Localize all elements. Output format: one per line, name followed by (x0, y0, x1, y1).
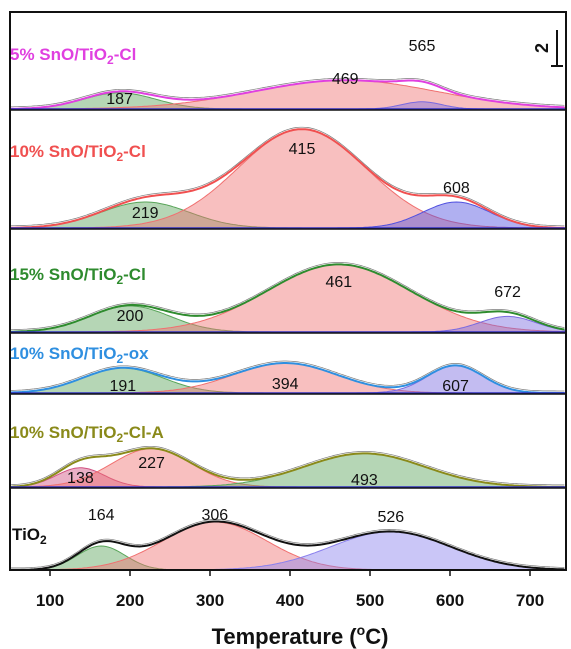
panel-2-peak-label-2: 415 (289, 141, 316, 158)
x-tick-label: 300 (196, 591, 224, 610)
x-tick-label: 700 (516, 591, 544, 610)
panel-4: 10% SnO/TiO2-ox 191 394 607 (9, 332, 566, 395)
x-tick-label: 200 (116, 591, 144, 610)
x-tick-label: 600 (436, 591, 464, 610)
panel-1: 5% SnO/TiO2-Cl 187 469 565 (9, 38, 568, 110)
panel-6-envelope (9, 520, 565, 571)
panel-4-peak-label-2: 394 (272, 376, 299, 393)
panel-6-trace (9, 519, 565, 569)
panel-3-trace (10, 262, 565, 331)
scale-bar: 2 (532, 30, 563, 67)
panel-4-trace (9, 360, 565, 392)
panel-3-peak-label-1: 200 (117, 308, 144, 325)
panel-2-peak-label-3: 608 (443, 180, 470, 197)
panel-4-envelope (9, 362, 565, 394)
panel-3-peak-label-2: 461 (325, 274, 352, 291)
panel-5-envelope (9, 447, 565, 488)
panel-2-trace (9, 126, 565, 227)
panel-1-peak-label-2: 469 (332, 71, 359, 88)
panel-6-peak-label-1: 164 (88, 507, 115, 524)
panel-6-sample-name: TiO2 (12, 525, 47, 547)
plot-border (9, 11, 567, 571)
plot-frame (9, 11, 567, 571)
panel-4-peak-label-3: 607 (442, 378, 469, 395)
x-tick-label: 500 (356, 591, 384, 610)
panel-2: 10% SnO/TiO2-Cl 219 415 608 (9, 109, 567, 229)
panel-4-sample-name: 10% SnO/TiO2-ox (10, 344, 149, 366)
panel-5-peak-label-1: 138 (67, 470, 94, 487)
scale-bar-label: 2 (532, 43, 552, 53)
panel-1-sample-name: 5% SnO/TiO2-Cl (10, 45, 136, 67)
panel-6: TiO2 164 306 526 (9, 487, 567, 571)
panel-5-trace (9, 445, 565, 486)
panel-3: 15% SnO/TiO2-Cl 200 461 672 (9, 228, 568, 333)
panel-1-envelope (10, 79, 565, 110)
x-tick-label: 400 (276, 591, 304, 610)
panel-5: 10% SnO/TiO2-Cl-A 138 227 493 (9, 393, 567, 489)
panel-5-peak-label-3: 493 (351, 472, 378, 489)
panel-1-peak-label-3: 565 (409, 38, 436, 55)
panel-2-peak-label-1: 219 (132, 205, 159, 222)
panel-6-peak-label-2: 306 (201, 507, 228, 524)
panel-5-peak-label-2: 227 (138, 455, 165, 472)
panel-2-sample-name: 10% SnO/TiO2-Cl (10, 142, 146, 164)
panel-1-trace (10, 77, 565, 108)
panel-4-peak-label-1: 191 (109, 378, 136, 395)
x-axis-title: Temperature (oC) (212, 622, 389, 649)
panel-5-sample-name: 10% SnO/TiO2-Cl-A (10, 423, 164, 445)
panel-6-peak-label-3: 526 (377, 509, 404, 526)
panel-3-envelope (10, 263, 565, 333)
panel-1-peak-label-1: 187 (106, 91, 133, 108)
panel-3-peak-label-3: 672 (494, 284, 521, 301)
x-axis: 100 200 300 400 500 600 700 (36, 570, 544, 610)
panel-2-envelope (9, 128, 565, 229)
x-tick-label: 100 (36, 591, 64, 610)
panel-3-sample-name: 15% SnO/TiO2-Cl (10, 265, 146, 287)
